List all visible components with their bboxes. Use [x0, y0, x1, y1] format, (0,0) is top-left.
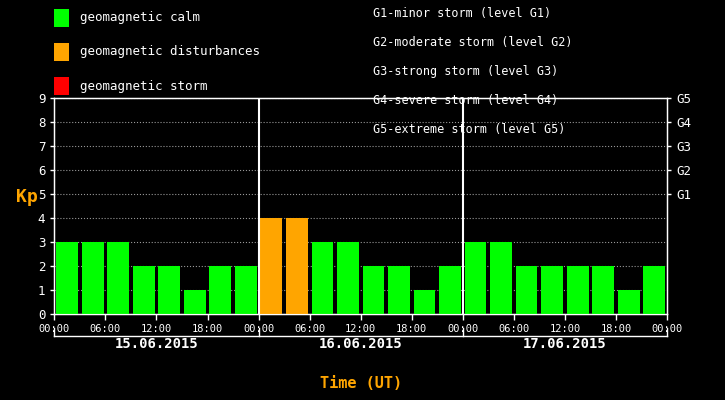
Bar — [210, 266, 231, 314]
Bar — [133, 266, 154, 314]
Text: G5-extreme storm (level G5): G5-extreme storm (level G5) — [373, 123, 566, 136]
Text: 16.06.2015: 16.06.2015 — [319, 337, 402, 351]
Y-axis label: Kp: Kp — [16, 188, 38, 206]
Text: geomagnetic calm: geomagnetic calm — [80, 12, 200, 24]
Text: 15.06.2015: 15.06.2015 — [115, 337, 199, 351]
Text: geomagnetic storm: geomagnetic storm — [80, 80, 207, 92]
Bar — [567, 266, 589, 314]
Bar — [490, 242, 512, 314]
Bar — [592, 266, 614, 314]
Bar — [465, 242, 486, 314]
Bar — [57, 242, 78, 314]
Bar — [158, 266, 180, 314]
Bar — [337, 242, 359, 314]
Text: 17.06.2015: 17.06.2015 — [523, 337, 607, 351]
Bar — [82, 242, 104, 314]
Text: Time (UT): Time (UT) — [320, 376, 402, 392]
Bar — [184, 290, 206, 314]
Bar — [235, 266, 257, 314]
Bar — [542, 266, 563, 314]
Bar — [439, 266, 461, 314]
Bar — [515, 266, 537, 314]
Bar — [414, 290, 435, 314]
Bar — [260, 218, 282, 314]
Bar — [286, 218, 307, 314]
Text: G4-severe storm (level G4): G4-severe storm (level G4) — [373, 94, 559, 107]
Bar — [388, 266, 410, 314]
Text: geomagnetic disturbances: geomagnetic disturbances — [80, 46, 260, 58]
Bar — [312, 242, 334, 314]
Bar — [618, 290, 639, 314]
Bar — [643, 266, 665, 314]
Bar — [107, 242, 129, 314]
Text: G2-moderate storm (level G2): G2-moderate storm (level G2) — [373, 36, 573, 49]
Text: G3-strong storm (level G3): G3-strong storm (level G3) — [373, 65, 559, 78]
Bar — [362, 266, 384, 314]
Text: G1-minor storm (level G1): G1-minor storm (level G1) — [373, 8, 552, 20]
